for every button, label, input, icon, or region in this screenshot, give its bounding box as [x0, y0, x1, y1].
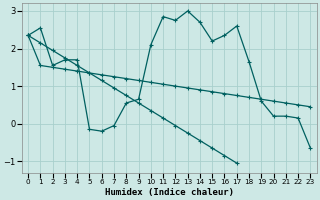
X-axis label: Humidex (Indice chaleur): Humidex (Indice chaleur) [105, 188, 234, 197]
